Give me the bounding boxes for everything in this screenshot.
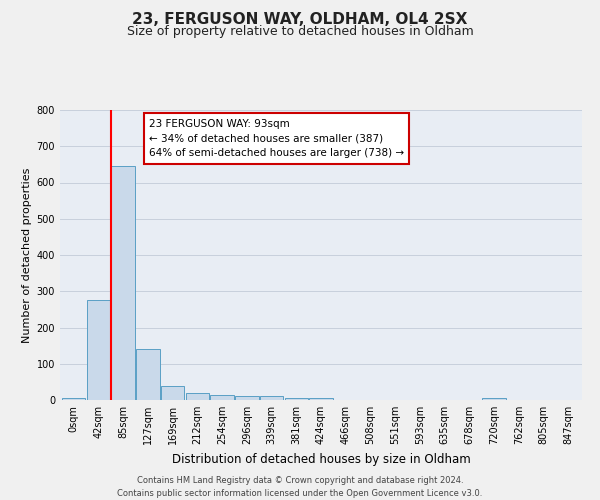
Bar [210, 396, 234, 400]
Text: Size of property relative to detached houses in Oldham: Size of property relative to detached ho… [127, 25, 473, 38]
Bar [86, 300, 110, 400]
X-axis label: Distribution of detached houses by size in Oldham: Distribution of detached houses by size … [172, 452, 470, 466]
Text: Contains HM Land Registry data © Crown copyright and database right 2024.
Contai: Contains HM Land Registry data © Crown c… [118, 476, 482, 498]
Text: 23 FERGUSON WAY: 93sqm
← 34% of detached houses are smaller (387)
64% of semi-de: 23 FERGUSON WAY: 93sqm ← 34% of detached… [149, 118, 404, 158]
Bar [309, 398, 333, 400]
Bar [136, 349, 160, 400]
Bar [284, 398, 308, 400]
Bar [235, 396, 259, 400]
Y-axis label: Number of detached properties: Number of detached properties [22, 168, 32, 342]
Bar [112, 166, 135, 400]
Bar [482, 398, 506, 400]
Text: 23, FERGUSON WAY, OLDHAM, OL4 2SX: 23, FERGUSON WAY, OLDHAM, OL4 2SX [133, 12, 467, 28]
Bar [185, 393, 209, 400]
Bar [161, 386, 184, 400]
Bar [62, 398, 85, 400]
Bar [260, 396, 283, 400]
